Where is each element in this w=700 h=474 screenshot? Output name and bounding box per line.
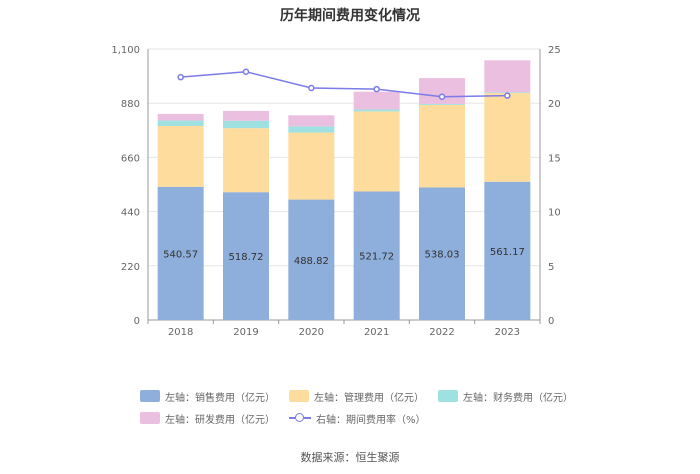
bar-admin-2018 (157, 125, 204, 187)
legend-item-finance[interactable]: 左轴：财务费用（亿元） (438, 388, 573, 404)
y-right-tick-label: 5 (548, 262, 554, 273)
legend-label-finance: 左轴：财务费用（亿元） (463, 392, 573, 404)
data-label-sales-2023: 561.17 (490, 247, 525, 258)
bar-finance-2022 (419, 103, 465, 105)
y-left-tick-label: 1,100 (111, 45, 140, 56)
bar-rnd-2020 (288, 115, 335, 127)
bar-finance-2019 (223, 120, 269, 129)
bar-rnd-2023 (484, 60, 531, 93)
chart-title: 历年期间费用变化情况 (280, 8, 420, 24)
bar-admin-2019 (223, 128, 269, 193)
y-left-tick-label: 0 (134, 316, 140, 327)
bar-rnd-2022 (419, 78, 465, 104)
bar-rnd-2018 (157, 113, 204, 121)
data-labels: 540.57 518.72 488.82 521.72 538.03 561.17 (163, 247, 525, 267)
axes: 0 220 440 660 880 1,100 0 5 10 15 20 25 2018 2019 2020… (111, 45, 560, 338)
rate-point-2020 (308, 84, 315, 92)
bar-sales-2020 (288, 199, 335, 320)
x-tick-label: 2022 (429, 327, 454, 338)
legend-swatch-admin (289, 390, 309, 402)
bar-admin-2021 (353, 111, 400, 192)
legend-swatch-finance (438, 390, 458, 402)
rate-line (180, 71, 508, 98)
legend-swatch-rnd (140, 412, 160, 424)
bar-sales-2018 (157, 186, 204, 320)
rate-point-2019 (242, 68, 250, 76)
x-tick-label: 2020 (299, 327, 324, 338)
rate-line-series (177, 68, 511, 100)
bar-series (157, 60, 531, 320)
y-left-tick-label: 880 (121, 99, 140, 110)
bar-admin-2020 (288, 132, 335, 200)
legend-swatch-sales (140, 390, 160, 402)
y-right-tick-label: 20 (548, 99, 561, 110)
y-left-tick-label: 440 (121, 208, 140, 219)
y-left-tick-label: 660 (121, 153, 140, 164)
bar-admin-2023 (484, 93, 531, 182)
legend-label-admin: 左轴：管理费用（亿元） (314, 392, 424, 404)
legend-label-rnd: 左轴：研发费用（亿元） (165, 414, 275, 426)
gridlines (148, 48, 540, 267)
y-right-tick-label: 15 (548, 153, 561, 164)
legend-label-sales: 左轴：销售费用（亿元） (165, 392, 275, 404)
data-label-sales-2021: 521.72 (359, 252, 394, 263)
x-tick-label: 2023 (495, 327, 520, 338)
data-label-sales-2020: 488.82 (294, 256, 329, 267)
y-left-tick-label: 220 (121, 262, 140, 273)
data-label-sales-2022: 538.03 (425, 250, 460, 261)
bar-finance-2021 (353, 109, 400, 112)
legend-label-rate: 右轴：期间费用率（%） (316, 414, 426, 426)
rate-point-2018 (177, 73, 184, 81)
legend: 左轴：销售费用（亿元） 左轴：管理费用（亿元） 左轴：财务费用（亿元） 左轴：研… (140, 388, 580, 426)
data-label-sales-2019: 518.72 (229, 252, 264, 263)
x-tick-label: 2021 (364, 327, 389, 338)
y-right-tick-label: 0 (548, 316, 554, 327)
bar-admin-2022 (419, 104, 465, 188)
rate-point-2021 (373, 85, 380, 93)
bar-rnd-2019 (223, 110, 269, 121)
legend-swatch-rate (289, 412, 311, 424)
source-note: 数据来源：恒生聚源 (300, 451, 400, 464)
bar-sales-2022 (419, 187, 465, 320)
x-tick-label: 2018 (168, 327, 193, 338)
bar-sales-2021 (353, 191, 400, 320)
y-right-tick-label: 10 (548, 208, 561, 219)
legend-item-sales[interactable]: 左轴：销售费用（亿元） (140, 388, 275, 404)
data-label-sales-2018: 540.57 (163, 249, 198, 260)
legend-item-rnd[interactable]: 左轴：研发费用（亿元） (140, 410, 275, 426)
bar-sales-2019 (223, 192, 269, 320)
y-right-tick-label: 25 (548, 45, 561, 56)
rate-point-2022 (438, 93, 446, 100)
bar-finance-2020 (288, 126, 335, 133)
rate-point-2023 (504, 92, 511, 99)
legend-item-rate[interactable]: 右轴：期间费用率（%） (289, 410, 426, 426)
bar-sales-2023 (484, 181, 531, 320)
bar-finance-2018 (157, 120, 204, 126)
legend-item-admin[interactable]: 左轴：管理费用（亿元） (289, 388, 424, 404)
x-tick-label: 2019 (233, 327, 258, 338)
bar-rnd-2021 (353, 91, 400, 110)
